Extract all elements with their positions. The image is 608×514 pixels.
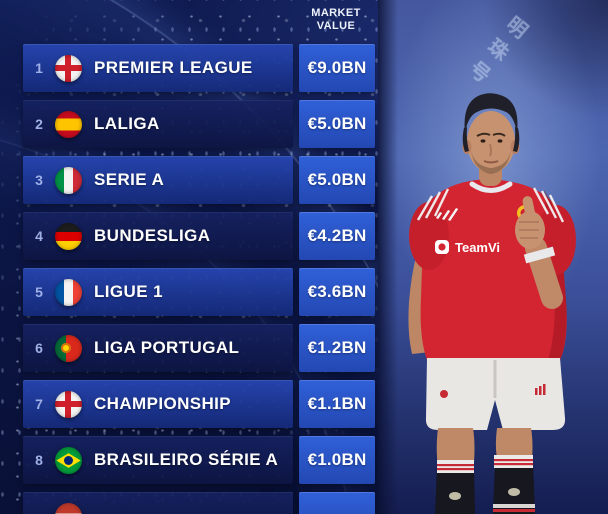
market-value-column-header: MARKET VALUE xyxy=(311,7,361,32)
league-row-bar: 2 LALIGA xyxy=(23,100,293,148)
shorts-adidas-mark xyxy=(535,384,546,395)
rank-label: 6 xyxy=(35,340,43,356)
market-value: €5.0BN xyxy=(299,156,375,204)
rank-label: 1 xyxy=(35,60,43,76)
league-name: LIGA PORTUGAL xyxy=(94,338,240,357)
league-name: LALIGA xyxy=(94,114,160,133)
market-value: €1.2BN xyxy=(299,324,375,372)
shorts-crest-mark xyxy=(440,390,448,398)
league-row-bar: 8 BRASILEIRO SÉRIE A xyxy=(23,436,293,484)
league-row: 5 LIGUE 1 €3.6BN xyxy=(23,268,375,316)
rank-label: 5 xyxy=(35,284,43,300)
thumbs-up-hand xyxy=(515,196,545,249)
flag-icon-england xyxy=(55,54,82,82)
league-row: 1 PREMIER LEAGUE €9.0BN xyxy=(23,44,375,92)
flag-icon-italy xyxy=(55,166,82,194)
partial-league-row xyxy=(23,492,375,514)
league-name: PREMIER LEAGUE xyxy=(94,58,253,77)
flag-icon-england xyxy=(55,390,82,418)
market-value: €1.1BN xyxy=(299,380,375,428)
shirt-sponsor-text: TeamVi xyxy=(455,240,500,255)
league-row-bar: 6 LIGA PORTUGAL xyxy=(23,324,293,372)
league-name: CHAMPIONSHIP xyxy=(94,394,232,413)
market-value: €3.6BN xyxy=(299,268,375,316)
league-name: SERIE A xyxy=(94,170,165,189)
league-row: 6 LIGA PORTUGAL €1.2BN xyxy=(23,324,375,372)
league-name: BRASILEIRO SÉRIE A xyxy=(94,450,279,469)
league-name: BUNDESLIGA xyxy=(94,226,211,245)
league-row: 7 CHAMPIONSHIP €1.1BN xyxy=(23,380,375,428)
flag-icon-portugal xyxy=(55,334,82,362)
market-value: €9.0BN xyxy=(299,44,375,92)
league-row-bar: 4 BUNDESLIGA xyxy=(23,212,293,260)
league-row: 8 BRASILEIRO SÉRIE A €1.0BN xyxy=(23,436,375,484)
adidas-logo-icon xyxy=(436,208,459,221)
rank-label: 8 xyxy=(35,452,43,468)
league-ranking-list: 1 PREMIER LEAGUE €9.0BN 2 LALIGA €5.0BN … xyxy=(23,44,375,484)
league-name: LIGUE 1 xyxy=(94,282,163,301)
shirt-sponsor: TeamVi xyxy=(435,240,500,255)
rank-label: 2 xyxy=(35,116,43,132)
flag-icon-brazil xyxy=(55,446,82,474)
rank-label: 4 xyxy=(35,228,43,244)
rank-label: 3 xyxy=(35,172,43,188)
league-row-bar: 7 CHAMPIONSHIP xyxy=(23,380,293,428)
ronaldo-figure-illustration: TeamVi xyxy=(408,93,576,514)
player-photo: TeamVi xyxy=(378,0,608,514)
market-value: €5.0BN xyxy=(299,100,375,148)
flag-icon-partial xyxy=(55,502,82,514)
flag-icon-germany xyxy=(55,222,82,250)
market-value xyxy=(299,492,375,514)
league-row: 2 LALIGA €5.0BN xyxy=(23,100,375,148)
rank-label: 7 xyxy=(35,396,43,412)
league-row-bar: 5 LIGUE 1 xyxy=(23,268,293,316)
wristband xyxy=(523,246,556,264)
flag-icon-france xyxy=(55,278,82,306)
league-row: 4 BUNDESLIGA €4.2BN xyxy=(23,212,375,260)
market-value: €4.2BN xyxy=(299,212,375,260)
league-row-bar: 3 SERIE A xyxy=(23,156,293,204)
market-value: €1.0BN xyxy=(299,436,375,484)
league-row: 3 SERIE A €5.0BN xyxy=(23,156,375,204)
league-row-bar: 1 PREMIER LEAGUE xyxy=(23,44,293,92)
flag-icon-spain xyxy=(55,110,82,138)
